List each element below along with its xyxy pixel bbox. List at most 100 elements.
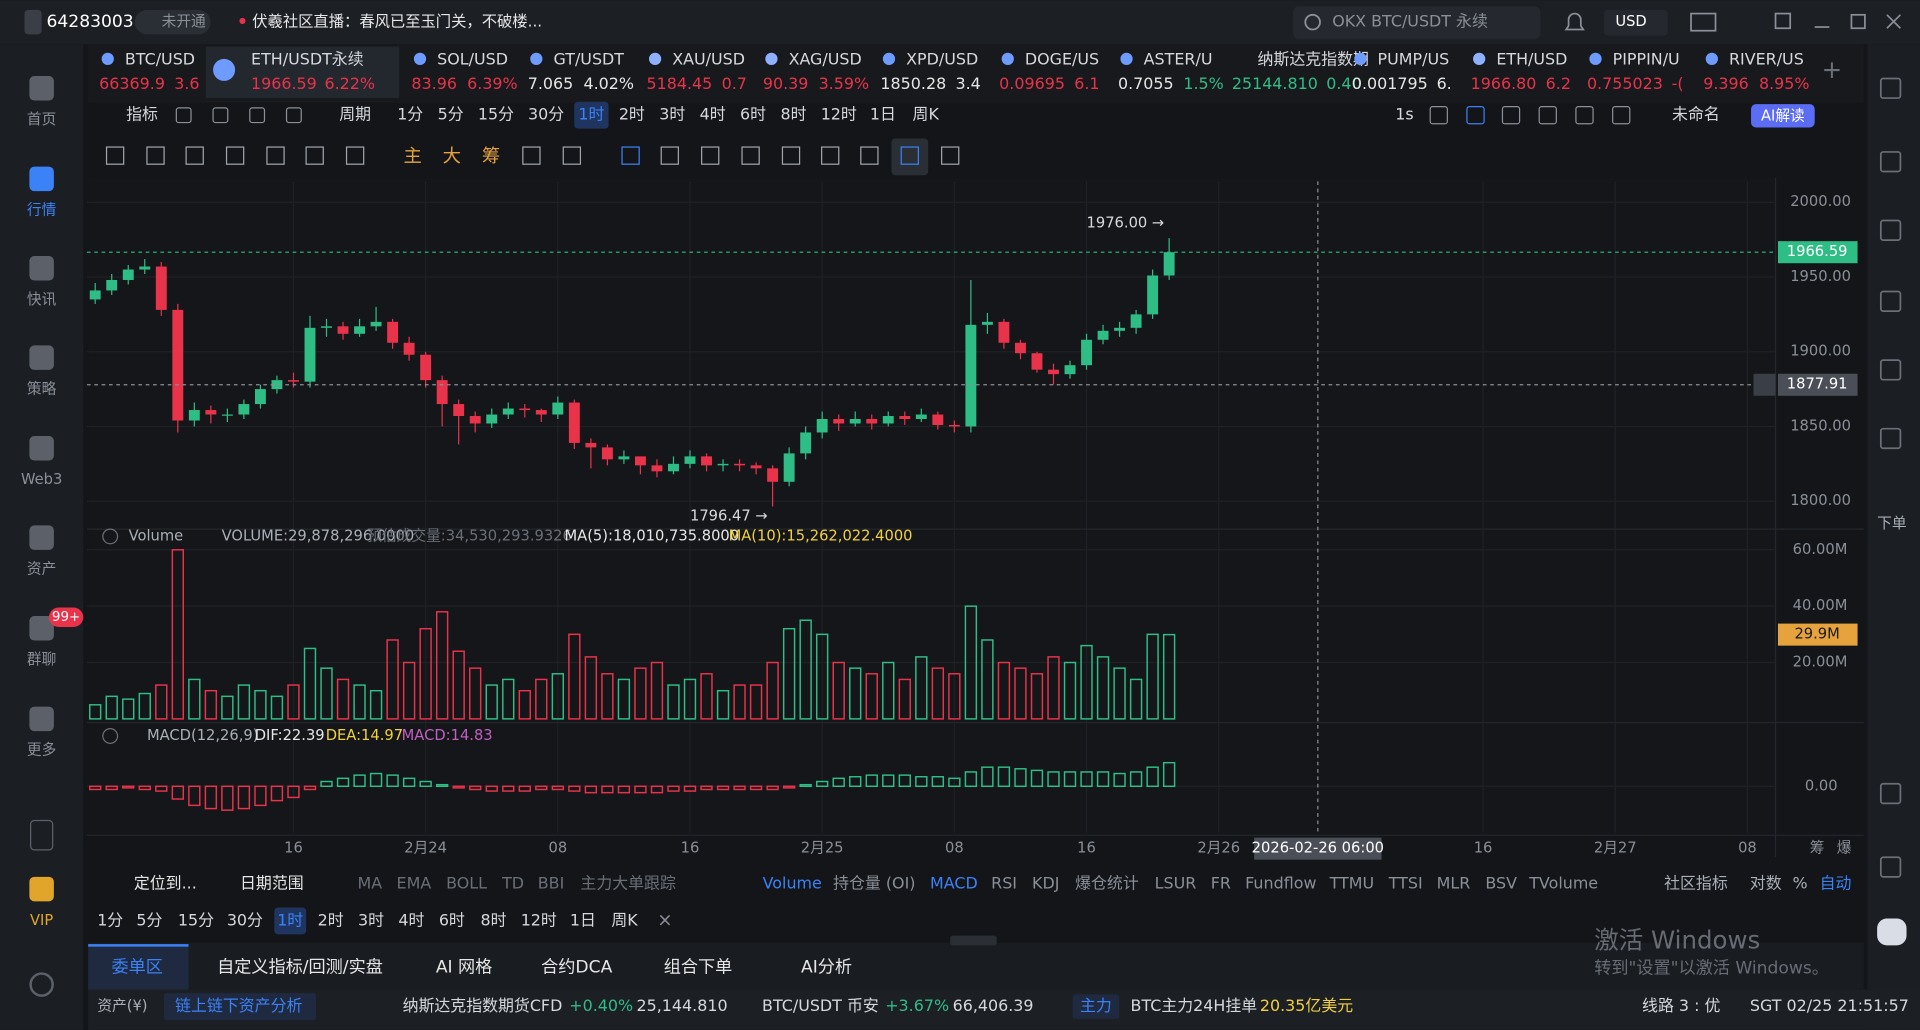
timeframe[interactable]: 15分	[478, 105, 514, 124]
timeframe[interactable]: 30分	[528, 105, 564, 124]
sub-indicator[interactable]: TTMU	[1329, 874, 1375, 893]
scale-option[interactable]: %	[1792, 874, 1807, 893]
ticker-name[interactable]: ASTER/U	[1144, 50, 1213, 69]
currency[interactable]: USD	[1615, 13, 1646, 30]
timeframe[interactable]: 1日	[570, 910, 596, 929]
settings-icon[interactable]	[29, 972, 54, 997]
sub-indicator[interactable]: RSI	[991, 874, 1017, 893]
sub-indicator[interactable]: BSV	[1485, 874, 1517, 893]
timeframe[interactable]: 1分	[97, 910, 123, 929]
period-select[interactable]: 周期	[339, 105, 371, 124]
sidebar-icon[interactable]	[29, 525, 54, 550]
network-line[interactable]: 线路 3 : 优	[1642, 996, 1720, 1015]
tab[interactable]: 合约DCA	[541, 957, 612, 977]
draw-tool[interactable]	[941, 146, 960, 165]
news-ticker[interactable]: 伏羲社区直播：春风已至玉门关，不破楼...	[252, 13, 542, 31]
locate-button[interactable]: 定位到...	[134, 874, 197, 893]
analysis-button[interactable]: 链上链下资产分析	[175, 996, 302, 1015]
order-button[interactable]: 下单	[1877, 515, 1906, 532]
draw-tool[interactable]	[225, 146, 245, 165]
draw-tool[interactable]	[345, 146, 365, 165]
tab[interactable]: 自定义指标/回测/实盘	[217, 957, 383, 977]
close[interactable]	[1886, 14, 1902, 29]
tool-icon[interactable]	[249, 107, 266, 124]
tab[interactable]: 委单区	[111, 957, 162, 977]
tool-icon[interactable]	[1466, 106, 1485, 125]
layout-name[interactable]: 未命名	[1672, 105, 1720, 124]
ticker-name[interactable]: BTC/USD	[125, 50, 195, 69]
right-icon[interactable]	[1879, 151, 1902, 173]
sidebar-icon[interactable]	[29, 256, 54, 281]
main-indicator[interactable]: BOLL	[446, 874, 487, 893]
timeframe[interactable]: 1时	[578, 105, 604, 124]
sub-indicator[interactable]: Fundflow	[1245, 874, 1316, 893]
sidebar-item[interactable]: 策略	[27, 380, 57, 397]
tool-icon[interactable]	[1538, 106, 1557, 125]
tool-icon[interactable]	[212, 107, 229, 124]
sidebar-item[interactable]: 快讯	[27, 291, 57, 308]
window-icon[interactable]	[1774, 12, 1792, 30]
timeframe[interactable]: 6时	[439, 910, 465, 929]
tab[interactable]: 组合下单	[664, 957, 733, 977]
draw-tool[interactable]	[860, 146, 879, 165]
draw-tool[interactable]	[621, 146, 640, 165]
sidebar-item[interactable]: 行情	[27, 202, 57, 219]
ticker-name[interactable]: PIPPIN/U	[1613, 50, 1680, 69]
collapse-icon[interactable]	[102, 528, 119, 545]
sidebar-item[interactable]: 更多	[27, 742, 56, 759]
draw-tool[interactable]	[562, 146, 582, 165]
timeframe[interactable]: 4时	[398, 910, 424, 929]
bell[interactable]	[1564, 12, 1585, 31]
community-indicators[interactable]: 社区指标	[1664, 874, 1728, 893]
ticker-name[interactable]: XAG/USD	[789, 50, 862, 69]
draw-tool[interactable]	[305, 146, 324, 165]
timeframe[interactable]: 3时	[358, 910, 384, 929]
draw-tool[interactable]	[522, 146, 541, 165]
timeframe[interactable]: 8时	[780, 105, 806, 124]
sidebar-item[interactable]: 群聊	[27, 651, 56, 668]
draw-tool-text[interactable]: 主	[403, 146, 421, 167]
timeframe[interactable]: 6时	[740, 105, 766, 124]
crosshair-plus[interactable]	[1753, 373, 1776, 396]
sub-indicator[interactable]: Volume	[763, 874, 822, 893]
right-icon[interactable]	[1879, 359, 1902, 381]
draw-tool[interactable]	[900, 146, 919, 165]
main-indicator[interactable]: TD	[501, 874, 524, 893]
sidebar-icon[interactable]	[29, 436, 54, 461]
right-icon[interactable]	[1879, 290, 1902, 312]
tool-icon[interactable]	[1612, 106, 1631, 125]
currency-select[interactable]	[1604, 9, 1668, 36]
search-box[interactable]	[1293, 6, 1541, 40]
right-icon[interactable]	[1879, 219, 1902, 241]
right-icon[interactable]	[1879, 427, 1902, 450]
ai-button-bg[interactable]	[1751, 104, 1815, 128]
sub-indicator[interactable]: TVolume	[1528, 874, 1598, 893]
right-icon[interactable]	[1879, 77, 1902, 99]
sub-indicator[interactable]: MLR	[1437, 874, 1471, 893]
timeframe[interactable]: 周K	[611, 910, 638, 929]
main-indicator[interactable]: MA	[357, 874, 382, 893]
timeframe[interactable]: 8时	[480, 910, 506, 929]
sub-indicator[interactable]: 持仓量 (OI)	[833, 874, 915, 893]
indicator-button[interactable]: 指标	[126, 105, 158, 124]
ai-button[interactable]: AI解读	[1761, 107, 1805, 124]
sidebar-icon[interactable]	[29, 76, 54, 101]
sub-indicator[interactable]: 爆仓统计	[1075, 874, 1139, 893]
axis-tool[interactable]: 筹	[1810, 840, 1825, 857]
timeframe[interactable]: 30分	[227, 910, 263, 929]
tool-icon[interactable]	[1501, 106, 1521, 125]
timeframe[interactable]: 1时	[277, 910, 303, 929]
collapse-icon[interactable]	[102, 728, 119, 744]
timeframe[interactable]: 12时	[821, 105, 857, 124]
draw-tool[interactable]	[821, 146, 840, 165]
draw-tool-text[interactable]: 筹	[482, 146, 500, 167]
draw-tool[interactable]	[105, 146, 125, 165]
draw-tool[interactable]	[741, 146, 760, 165]
draw-tool[interactable]	[266, 146, 285, 165]
timeframe[interactable]: 1日	[870, 105, 896, 124]
sub-indicator[interactable]: LSUR	[1155, 874, 1197, 893]
timeframe[interactable]: 5分	[136, 910, 162, 929]
tab[interactable]: AI分析	[801, 957, 852, 977]
ticker-name[interactable]: GT/USDT	[553, 50, 624, 69]
scale-option[interactable]: 自动	[1820, 874, 1852, 893]
